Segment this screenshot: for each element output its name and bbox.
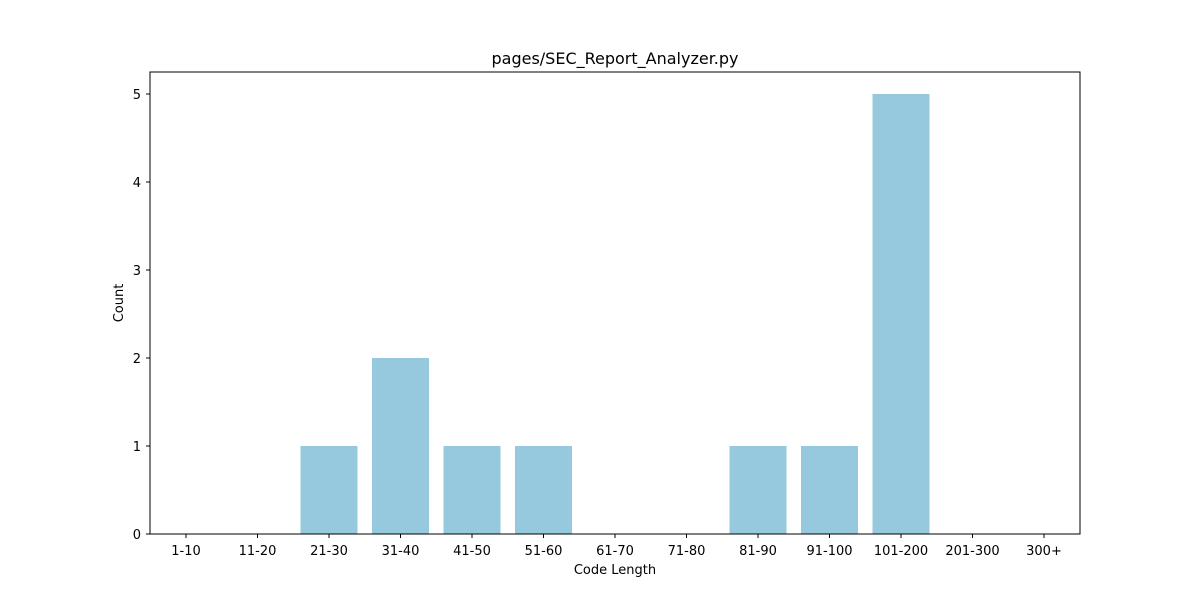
y-tick-label: 1 bbox=[133, 440, 141, 455]
x-tick-label: 41-50 bbox=[453, 544, 491, 559]
plot-frame bbox=[149, 71, 1081, 535]
y-tick-label: 2 bbox=[133, 352, 141, 367]
x-tick-label: 51-60 bbox=[525, 544, 563, 559]
x-tick-label: 71-80 bbox=[668, 544, 706, 559]
x-tick-label: 11-20 bbox=[239, 544, 277, 559]
y-axis: 0 1 2 3 4 5 bbox=[133, 88, 150, 543]
x-tick-label: 101-200 bbox=[874, 544, 928, 559]
x-tick-label: 81-90 bbox=[739, 544, 777, 559]
x-tick-label: 91-100 bbox=[806, 544, 852, 559]
x-axis: 1-10 11-20 21-30 31-40 41-50 51-60 61-70 71-80 8… bbox=[171, 534, 1062, 559]
bar-51-60 bbox=[515, 446, 572, 534]
bar-41-50 bbox=[443, 446, 501, 534]
bar-91-100 bbox=[801, 446, 858, 534]
bar-31-40 bbox=[372, 358, 429, 534]
bar-81-90 bbox=[729, 446, 787, 534]
x-tick-label: 201-300 bbox=[945, 544, 999, 559]
y-tick-label: 5 bbox=[133, 88, 141, 103]
bars-group bbox=[300, 94, 930, 534]
x-tick-label: 300+ bbox=[1026, 544, 1062, 559]
y-tick-label: 3 bbox=[133, 264, 141, 279]
chart-title: pages/SEC_Report_Analyzer.py bbox=[491, 49, 738, 69]
x-tick-label: 1-10 bbox=[171, 544, 201, 559]
y-tick-label: 0 bbox=[133, 528, 141, 543]
x-tick-label: 61-70 bbox=[596, 544, 634, 559]
bar-21-30 bbox=[300, 446, 358, 534]
bar-101-200 bbox=[872, 94, 930, 534]
y-tick-label: 4 bbox=[133, 176, 141, 191]
x-axis-label: Code Length bbox=[574, 563, 656, 578]
y-axis-label: Count bbox=[112, 284, 127, 323]
x-tick-label: 21-30 bbox=[310, 544, 348, 559]
x-tick-label: 31-40 bbox=[382, 544, 420, 559]
